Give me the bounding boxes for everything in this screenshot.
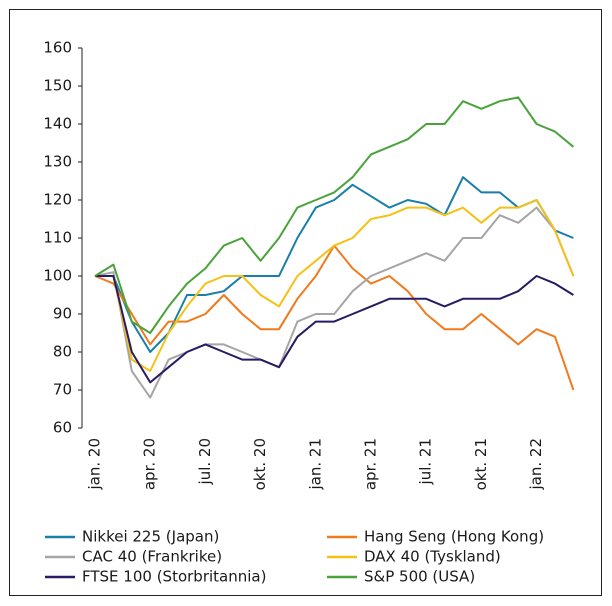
- x-tick-label: jul. 21: [417, 438, 435, 485]
- x-tick-label: okt. 20: [251, 438, 269, 490]
- legend-label: CAC 40 (Frankrike): [82, 548, 222, 566]
- y-tick-label: 120: [43, 191, 72, 209]
- y-tick-label: 140: [43, 115, 72, 133]
- y-tick-label: 110: [43, 229, 72, 247]
- y-tick-label: 90: [53, 305, 72, 323]
- legend-label: Nikkei 225 (Japan): [82, 528, 219, 546]
- y-tick-label: 130: [43, 153, 72, 171]
- x-tick-label: jan. 22: [527, 438, 545, 491]
- y-tick-label: 60: [53, 419, 72, 437]
- frame: [9, 9, 602, 596]
- legend-label: FTSE 100 (Storbritannia): [82, 568, 266, 586]
- legend-label: Hang Seng (Hong Kong): [364, 528, 544, 546]
- y-tick-label: 150: [43, 77, 72, 95]
- legend-label: S&P 500 (USA): [364, 568, 475, 586]
- x-tick-label: jan. 20: [86, 438, 104, 491]
- y-tick-label: 80: [53, 343, 72, 361]
- x-tick-label: apr. 21: [362, 438, 380, 490]
- series-line: [95, 199, 575, 372]
- x-tick-label: okt. 21: [472, 438, 490, 490]
- series-line: [94, 96, 575, 334]
- legend-label: DAX 40 (Tyskland): [364, 548, 501, 566]
- series-line: [95, 176, 574, 353]
- y-tick-label: 100: [43, 267, 72, 285]
- series-line: [95, 275, 574, 384]
- x-tick-label: jul. 20: [196, 438, 214, 485]
- x-tick-label: apr. 20: [141, 438, 159, 490]
- y-tick-label: 70: [53, 381, 72, 399]
- series-line: [94, 206, 575, 399]
- y-tick-label: 160: [43, 39, 72, 57]
- x-tick-label: jan. 21: [306, 438, 324, 491]
